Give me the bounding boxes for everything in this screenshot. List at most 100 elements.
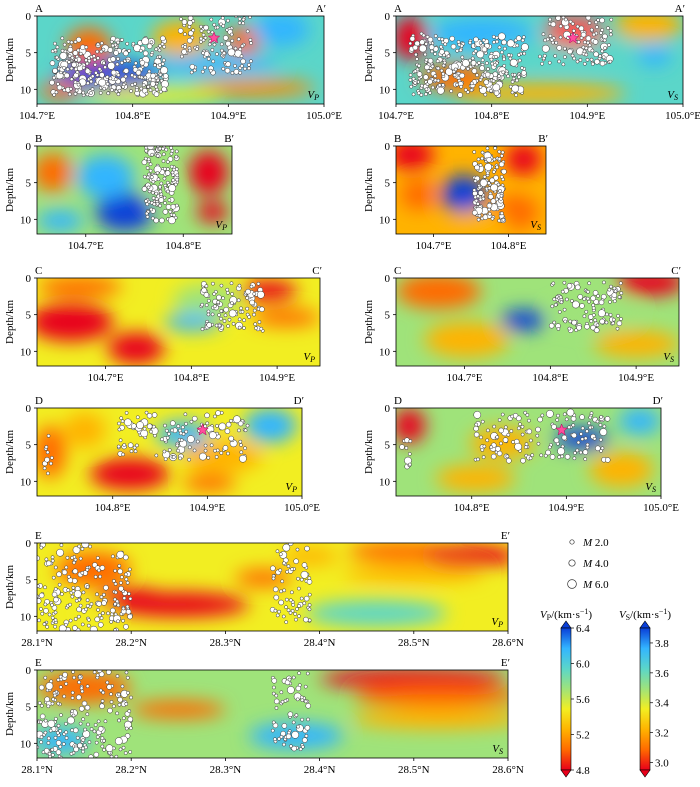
earthquake-event (134, 88, 139, 92)
earthquake-event (99, 72, 105, 78)
earthquake-event (64, 622, 68, 627)
earthquake-event (226, 324, 230, 328)
earthquake-event (127, 49, 131, 53)
earthquake-event (113, 77, 118, 82)
earthquake-event (105, 82, 110, 86)
earthquake-event (45, 625, 49, 629)
profile-start-label: B (394, 133, 401, 145)
panel-frame (395, 15, 684, 105)
earthquake-event (113, 602, 118, 606)
earthquake-event (427, 36, 434, 43)
earthquake-event (510, 414, 515, 419)
earthquake-event (288, 611, 293, 615)
earthquake-event (609, 284, 613, 289)
earthquake-event (39, 735, 44, 739)
velocity-anomaly (352, 685, 508, 707)
x-tick-label: 105.0°E (284, 502, 320, 514)
earthquake-event (79, 686, 84, 691)
earthquake-event (595, 25, 599, 29)
earthquake-event (496, 450, 503, 457)
earthquake-event (81, 717, 86, 722)
earthquake-event (609, 17, 614, 22)
earthquake-event (71, 589, 76, 594)
earthquake-event (423, 52, 428, 57)
earthquake-event (136, 421, 144, 430)
earthquake-event (145, 214, 150, 219)
earthquake-event (72, 578, 78, 584)
earthquake-event (215, 410, 221, 416)
earthquake-event (141, 159, 148, 166)
earthquake-event (149, 175, 154, 179)
earthquake-event (489, 445, 494, 449)
earthquake-event (278, 552, 283, 557)
panel-C-vs: C C′ 104.7°E 104.8°E 104.9°E 0 5 10 Depth/km VS (363, 265, 681, 384)
earthquake-event (478, 197, 483, 202)
earthquake-event (430, 49, 434, 54)
earthquake-event (484, 163, 493, 171)
earthquake-event (71, 713, 76, 718)
earthquake-event (201, 287, 207, 293)
earthquake-event (93, 62, 97, 67)
earthquake-event (452, 73, 457, 78)
earthquake-event (280, 579, 285, 584)
earthquake-event (489, 177, 495, 184)
velocity-anomaly (616, 278, 679, 296)
earthquake-event (75, 736, 80, 740)
velocity-anomaly (37, 278, 122, 298)
earthquake-event (486, 67, 490, 71)
earthquake-event (233, 46, 238, 51)
earthquake-event (446, 54, 451, 59)
earthquake-event (124, 702, 129, 706)
earthquake-event (153, 91, 160, 97)
earthquake-event (201, 33, 206, 37)
earthquake-event (595, 445, 601, 452)
earthquake-event (124, 411, 129, 415)
earthquake-event (173, 182, 178, 187)
earthquake-event (109, 692, 113, 697)
earthquake-event (580, 437, 585, 441)
earthquake-event (597, 309, 606, 318)
earthquake-event (441, 71, 446, 76)
earthquake-event (175, 443, 180, 448)
earthquake-event (518, 422, 522, 427)
velocity-anomaly (396, 146, 434, 171)
colorbar-tick-label: 3.4 (655, 698, 669, 710)
earthquake-event (168, 184, 177, 192)
x-tick-label: 104.8°E (532, 372, 568, 384)
y-tick-label: 5 (26, 575, 32, 587)
earthquake-event (64, 721, 68, 726)
earthquake-event (107, 47, 114, 53)
earthquake-event (450, 43, 457, 50)
earthquake-event (158, 72, 163, 77)
earthquake-event (515, 43, 520, 48)
earthquake-event (102, 747, 106, 752)
earthquake-event (562, 307, 567, 312)
earthquake-event (453, 67, 458, 72)
earthquake-event (303, 684, 308, 689)
earthquake-event (482, 214, 489, 220)
earthquake-event (170, 428, 174, 433)
earthquake-event (90, 74, 95, 79)
y-tick-label: 10 (20, 84, 32, 96)
earthquake-event (39, 607, 43, 611)
earthquake-event (281, 723, 288, 729)
earthquake-event (187, 48, 192, 53)
profile-start-label: D (394, 395, 402, 407)
earthquake-event (94, 740, 99, 745)
earthquake-event (284, 605, 288, 609)
earthquake-event (142, 50, 149, 57)
magnitude-legend-circle (568, 559, 576, 567)
y-tick-label: 0 (26, 538, 32, 550)
earthquake-event (273, 594, 280, 601)
earthquake-event (72, 560, 76, 565)
earthquake-event (561, 434, 568, 441)
earthquake-event (49, 60, 56, 66)
earthquake-event (491, 79, 496, 83)
earthquake-event (259, 326, 264, 331)
earthquake-event (203, 51, 210, 57)
earthquake-event (436, 66, 441, 71)
earthquake-event (481, 455, 486, 459)
earthquake-event (617, 295, 622, 299)
earthquake-event (95, 556, 100, 560)
earthquake-event (85, 712, 90, 717)
